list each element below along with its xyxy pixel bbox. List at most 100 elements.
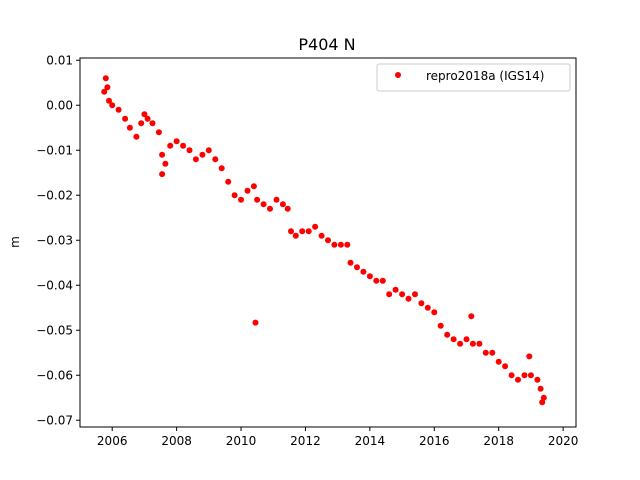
y-tick-label: 0.01	[46, 53, 73, 67]
x-tick-label: 2006	[97, 434, 128, 448]
data-point	[141, 111, 148, 118]
data-point	[502, 363, 509, 370]
data-point	[115, 106, 122, 113]
data-point	[212, 156, 219, 163]
data-point	[192, 156, 199, 163]
data-point	[476, 340, 483, 347]
data-point	[299, 228, 306, 235]
data-point	[424, 304, 431, 311]
x-tick-label: 2010	[226, 434, 257, 448]
data-point	[526, 353, 533, 360]
data-point	[534, 376, 541, 383]
data-point	[392, 286, 399, 293]
data-point	[515, 376, 521, 383]
data-point	[133, 133, 140, 140]
data-point	[244, 187, 251, 194]
data-point	[267, 205, 273, 212]
y-tick-label: −0.01	[36, 143, 73, 157]
y-tick-label: 0.00	[46, 98, 73, 112]
data-point	[325, 237, 331, 244]
data-point	[144, 115, 151, 122]
data-point	[238, 196, 244, 203]
data-point	[250, 183, 257, 190]
data-point	[463, 336, 470, 343]
data-point	[354, 264, 360, 271]
data-point	[360, 268, 367, 275]
data-point	[386, 291, 393, 298]
data-point	[540, 394, 547, 401]
data-point	[162, 160, 169, 167]
data-point	[527, 372, 534, 379]
data-point	[482, 349, 489, 356]
data-point	[288, 228, 294, 235]
data-point	[180, 142, 187, 149]
x-tick-label: 2016	[419, 434, 450, 448]
data-point	[109, 102, 116, 109]
data-point	[312, 223, 319, 230]
y-tick-label: −0.07	[36, 413, 73, 427]
data-point	[104, 84, 111, 91]
y-tick-label: −0.04	[36, 278, 73, 292]
x-tick-label: 2012	[290, 434, 321, 448]
data-point	[457, 340, 464, 347]
plot-points	[101, 75, 547, 406]
data-point	[469, 340, 476, 347]
data-point	[337, 241, 344, 248]
data-point	[260, 201, 267, 208]
data-point	[489, 349, 496, 356]
plot-frame	[79, 57, 577, 428]
data-point	[418, 300, 425, 307]
data-point	[101, 88, 108, 95]
x-tick-label: 2018	[483, 434, 514, 448]
y-tick-label: −0.06	[36, 368, 73, 382]
data-point	[521, 372, 528, 379]
data-point	[173, 138, 180, 145]
data-point	[412, 291, 418, 298]
data-point	[537, 385, 544, 392]
y-tick-label: −0.05	[36, 323, 73, 337]
data-point	[495, 358, 502, 365]
data-point	[159, 171, 166, 178]
x-tick-label: 2008	[161, 434, 192, 448]
data-point	[273, 196, 280, 203]
legend-marker	[395, 72, 401, 78]
data-point	[347, 259, 354, 266]
data-point	[159, 151, 166, 158]
data-point	[225, 178, 232, 185]
data-point	[344, 241, 351, 248]
data-point	[122, 115, 129, 122]
data-point	[292, 232, 299, 239]
data-point	[508, 372, 515, 379]
y-axis-label: m	[8, 236, 22, 248]
data-point	[399, 291, 406, 298]
data-point	[468, 313, 475, 320]
data-point	[366, 273, 373, 280]
data-point	[284, 205, 291, 212]
legend-label: repro2018a (IGS14)	[426, 69, 544, 83]
data-point	[437, 322, 444, 329]
data-point	[254, 196, 261, 203]
data-point	[305, 228, 312, 235]
data-point	[539, 399, 546, 406]
data-point	[102, 75, 109, 82]
data-point	[126, 124, 133, 131]
data-point	[279, 201, 286, 208]
data-point	[331, 241, 338, 248]
data-point	[199, 151, 206, 158]
data-point	[405, 295, 412, 302]
data-point	[138, 120, 145, 127]
data-point	[149, 120, 156, 127]
data-point	[155, 129, 162, 136]
data-point	[167, 142, 174, 149]
data-point	[450, 336, 457, 343]
data-point	[218, 165, 225, 172]
data-point	[205, 147, 212, 154]
data-point	[379, 277, 386, 284]
legend: repro2018a (IGS14)	[376, 63, 571, 92]
chart-title: P404 N	[298, 35, 355, 54]
y-tick-label: −0.03	[36, 233, 73, 247]
x-tick-label: 2014	[355, 434, 386, 448]
y-tick-label: −0.02	[36, 188, 73, 202]
x-axis-ticks: 2006 2008 2010 2012 2014 2016 2018 2020	[97, 427, 578, 448]
